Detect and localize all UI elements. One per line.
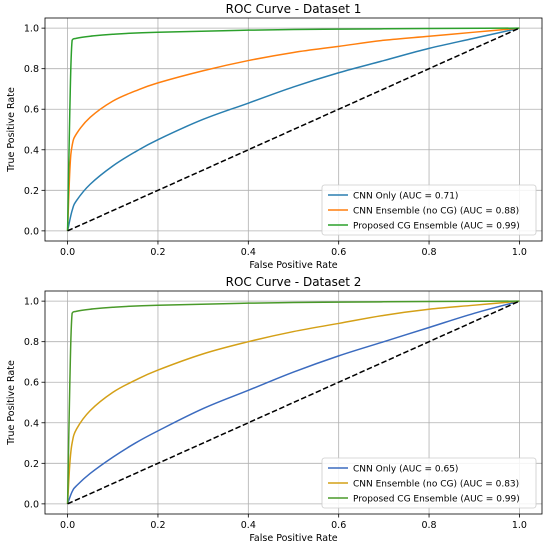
- y-tick-label: 0.4: [24, 418, 39, 429]
- x-tick-label: 1.0: [512, 520, 527, 531]
- y-tick-label: 0.6: [24, 105, 39, 116]
- x-tick-label: 0.0: [60, 247, 75, 258]
- y-tick-label: 0.2: [24, 186, 39, 197]
- roc-series-line-3: [66, 300, 520, 504]
- legend: CNN Only (AUC = 0.65) CNN Ensemble (no CG…: [321, 457, 537, 509]
- x-tick-label: 0.6: [331, 247, 346, 258]
- legend-entry: CNN Ensemble (no CG) (AUC = 0.83): [353, 479, 519, 489]
- x-tick-label: 0.2: [150, 520, 165, 531]
- x-tick-label: 0.4: [241, 520, 256, 531]
- x-tick-label: 0.6: [331, 520, 346, 531]
- y-tick-label: 1.0: [24, 297, 39, 308]
- y-tick-label: 0.4: [24, 145, 39, 156]
- legend-entry: CNN Only (AUC = 0.71): [353, 191, 458, 201]
- legend: CNN Only (AUC = 0.71) CNN Ensemble (no CG…: [321, 184, 537, 236]
- series-lines: [66, 27, 520, 232]
- series-lines: [66, 300, 520, 505]
- roc-chart-1: ROC Curve - Dataset 1 0.0 0.2 0.4 0.6 0.8 1.0 0…: [6, 2, 543, 271]
- x-tick-label: 0.8: [421, 520, 436, 531]
- legend-box: [321, 457, 537, 509]
- x-axis-label: False Positive Rate: [249, 533, 337, 544]
- x-tick-label: 0.4: [241, 247, 256, 258]
- chart-title: ROC Curve - Dataset 1: [226, 2, 362, 16]
- legend-entry: CNN Only (AUC = 0.65): [353, 464, 458, 474]
- roc-series-line-1: [66, 27, 520, 232]
- y-tick-label: 0.8: [24, 64, 39, 75]
- x-axis-label: False Positive Rate: [249, 260, 337, 271]
- plot-frame: [44, 17, 543, 242]
- x-tick-label: 0.8: [421, 247, 436, 258]
- roc-series-line-2: [66, 300, 520, 504]
- y-axis-label: True Positive Rate: [6, 360, 17, 446]
- y-tick-label: 0.2: [24, 459, 39, 470]
- y-tick-label: 0.0: [24, 226, 39, 237]
- x-tick-label: 0.0: [60, 520, 75, 531]
- roc-series-line-1: [66, 300, 520, 505]
- x-tick-label: 0.2: [150, 247, 165, 258]
- y-tick-label: 0.6: [24, 378, 39, 389]
- y-tick-label: 1.0: [24, 24, 39, 35]
- plot-frame: [44, 290, 543, 515]
- legend-entry: CNN Ensemble (no CG) (AUC = 0.88): [353, 206, 519, 216]
- chart-title: ROC Curve - Dataset 2: [226, 275, 362, 289]
- legend-entry: Proposed CG Ensemble (AUC = 0.99): [353, 494, 520, 504]
- random-baseline-line: [67, 27, 520, 232]
- roc-series-line-3: [66, 27, 520, 231]
- y-axis-label: True Positive Rate: [6, 87, 17, 173]
- roc-chart-2: ROC Curve - Dataset 2 0.0 0.2 0.4 0.6 0.8 1.0 0…: [6, 275, 543, 544]
- y-tick-label: 0.8: [24, 337, 39, 348]
- legend-entry: Proposed CG Ensemble (AUC = 0.99): [353, 221, 520, 231]
- x-tick-label: 1.0: [512, 247, 527, 258]
- legend-box: [321, 184, 537, 236]
- y-tick-label: 0.0: [24, 499, 39, 510]
- roc-series-line-2: [66, 27, 520, 231]
- random-baseline-line: [67, 300, 520, 505]
